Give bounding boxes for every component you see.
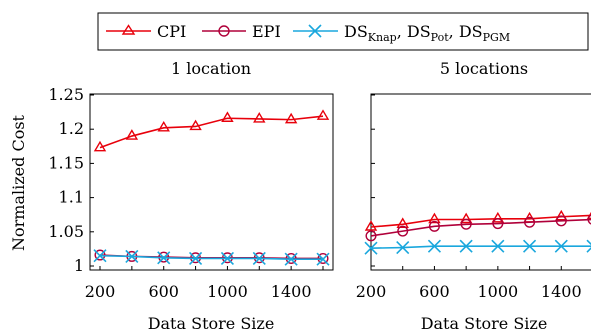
plot-frame-1-location [89,93,334,271]
data-point-x [157,251,171,265]
data-point-triangle [125,129,139,140]
data-point-triangle [253,112,266,123]
series-line-ds [370,245,591,250]
y-tick-label: 1.2 [59,119,84,138]
data-point-triangle [491,211,505,223]
data-point-triangle [93,140,107,152]
series-cpi [364,209,591,231]
data-point-circle [587,214,591,225]
data-point-triangle [284,112,298,124]
data-point-triangle [364,220,378,231]
data-point-triangle [459,212,473,224]
data-point-triangle [189,119,202,131]
legend-box [97,12,589,51]
data-point-x [284,252,298,266]
legend-label-ds: DSKnap, DSPot, DSPGM [344,22,510,44]
x-tick-label: 600 [148,282,179,301]
data-point-circle [460,218,472,230]
series-epi [365,214,591,242]
plot-frame-5-locations [370,93,591,271]
data-point-x [586,239,591,253]
data-point-x [189,251,203,266]
x-axis-title-5-locations: Data Store Size [421,314,548,333]
x-axis-title-1-location: Data Store Size [148,314,275,333]
x-tick-label: 1000 [207,282,248,301]
legend-x-marker [308,24,322,38]
data-point-circle [397,225,409,237]
data-point-triangle [221,111,234,122]
x-tick-label: 1400 [541,282,582,301]
series-ds [364,239,591,255]
data-point-circle [555,215,567,227]
data-point-x [220,251,234,266]
y-tick-label: 1.25 [48,85,84,104]
y-tick-label: 1.15 [48,153,84,172]
legend-label-epi: EPI [252,22,281,41]
x-tick-label: 200 [85,282,116,301]
data-point-x [364,241,378,255]
y-axis-title: Normalized Cost [9,114,28,251]
data-point-x [252,251,266,266]
legend-label-cpi: CPI [157,22,186,41]
data-point-triangle [555,209,568,221]
data-point-triangle [428,212,441,224]
data-point-triangle [157,120,170,132]
data-point-x [93,249,107,263]
data-point-circle [365,230,377,242]
x-tick-label: 1000 [477,282,518,301]
data-point-x [316,252,330,266]
series-group [364,209,591,255]
series-line-cpi [370,214,591,228]
series-cpi [93,109,330,152]
data-point-x [491,239,505,253]
panel-title-1-location: 1 location [171,59,251,78]
y-axis-ticks: 1 1.05 1.1 1.15 1.2 1.25 [48,85,94,275]
y-tick-label: 1.1 [59,188,84,207]
legend-entry-epi: EPI [202,22,281,41]
data-point-x [459,239,473,253]
panel-5-locations: 5 locations 200 600 1000 1400 Data Store Si… [356,59,591,333]
data-point-circle [524,216,536,228]
data-point-triangle [316,109,330,120]
panel-title-5-locations: 5 locations [440,59,528,78]
series-ds [93,249,330,266]
x-axis-ticks: 200 600 1000 1400 [356,266,582,301]
series-group [93,109,330,266]
legend-triangle-marker [121,24,136,35]
legend-circle-marker [218,25,230,37]
x-tick-label: 600 [419,282,450,301]
y-tick-label: 1.05 [48,222,84,241]
data-point-x [554,239,568,253]
legend-entry-cpi: CPI [106,22,186,41]
x-tick-label: 1400 [271,282,312,301]
data-point-x [523,239,537,253]
data-point-x [427,239,441,253]
data-point-x [396,240,410,255]
series-line-cpi [99,115,324,149]
x-axis-ticks: 200 600 1000 1400 [85,266,324,301]
panel-1-location: 1 location 1 1.05 1.1 1.15 1.2 1.25 200 600 100… [9,59,334,333]
series-line-ds [99,254,323,260]
legend: CPI EPI DSKnap, DSPot, DSPGM [97,12,589,51]
data-point-circle [492,218,504,230]
data-point-circle [428,220,440,232]
data-point-x [125,249,139,263]
data-point-triangle [396,217,409,228]
y-tick-label: 1 [74,256,84,275]
x-tick-label: 200 [356,282,387,301]
legend-entry-ds: DSKnap, DSPot, DSPGM [293,22,510,44]
